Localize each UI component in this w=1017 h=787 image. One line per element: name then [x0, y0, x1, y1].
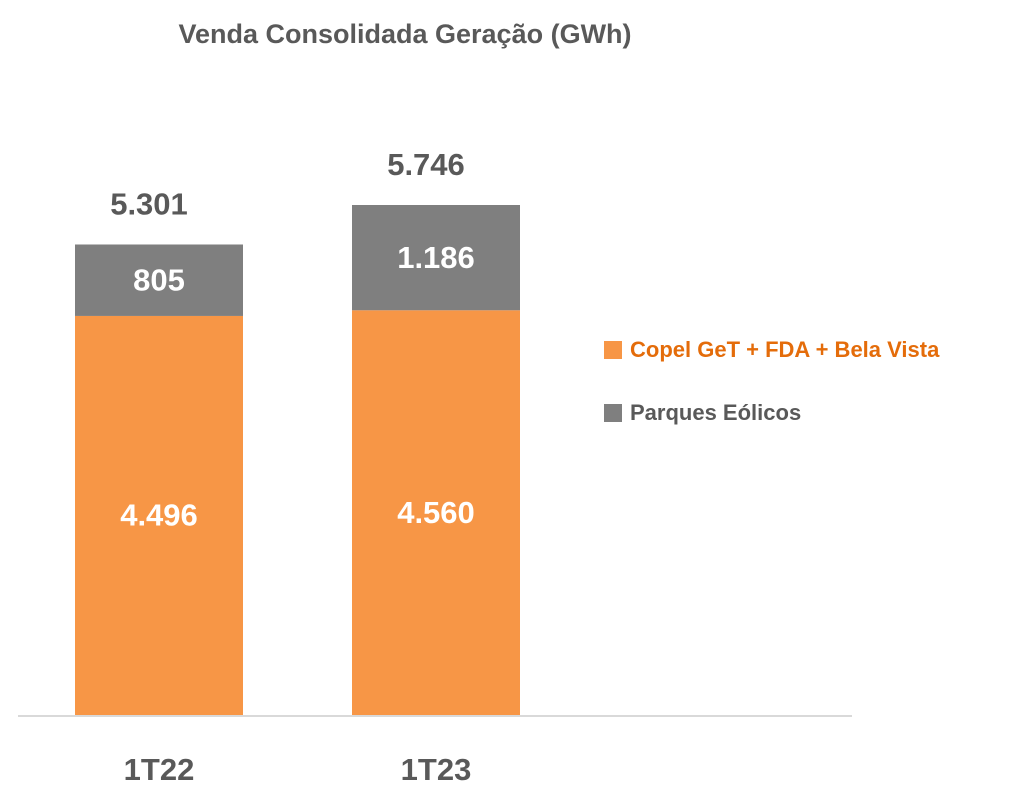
legend-swatch	[604, 341, 622, 359]
total-label: 5.746	[387, 147, 465, 182]
value-label: 4.496	[120, 498, 198, 533]
total-label: 5.301	[110, 187, 188, 222]
bar-segment	[75, 315, 243, 715]
legend-label: Parques Eólicos	[630, 400, 801, 425]
legend-swatch	[604, 404, 622, 422]
x-tick-label: 1T23	[401, 752, 472, 787]
x-tick-label: 1T22	[124, 752, 195, 787]
legend-label: Copel GeT + FDA + Bela Vista	[630, 337, 940, 362]
value-label: 805	[133, 262, 185, 297]
value-label: 1.186	[397, 240, 475, 275]
chart-title: Venda Consolidada Geração (GWh)	[178, 19, 631, 49]
bar-segment	[75, 244, 243, 316]
value-label: 4.560	[397, 495, 475, 530]
bar-segment	[352, 310, 520, 715]
bar-segment	[352, 205, 520, 311]
